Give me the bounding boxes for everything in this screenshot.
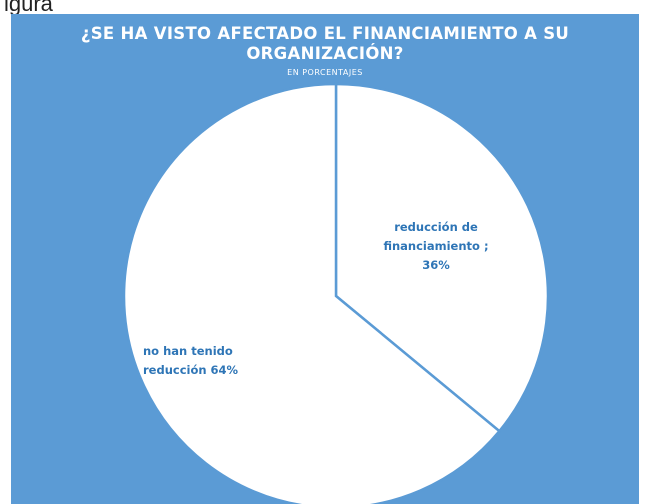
pie-slice-1 [122, 82, 502, 504]
pie-chart [122, 82, 550, 504]
chart-title: ¿SE HA VISTO AFECTADO EL FINANCIAMIENTO … [11, 24, 639, 64]
slice-label-reduccion-line-1: reducción de [394, 220, 478, 234]
chart-title-line-2: ORGANIZACIÓN? [246, 44, 404, 63]
slice-label-reduccion-line-2: financiamiento ; [383, 239, 489, 253]
figure-caption: igura [4, 0, 53, 16]
slice-label-no-reduccion-line-1: no han tenido [143, 344, 233, 358]
slice-label-no-reduccion-line-2: reducción 64% [143, 363, 239, 377]
pie-slice-0 [334, 82, 550, 433]
chart-subtitle: EN PORCENTAJES [287, 68, 363, 77]
chart-panel: ¿SE HA VISTO AFECTADO EL FINANCIAMIENTO … [11, 14, 639, 504]
slice-label-reduccion: reducción de financiamiento ; 36% [366, 218, 506, 275]
slice-label-no-reduccion: no han tenido reducción 64% [143, 342, 283, 380]
slice-label-reduccion-line-3: 36% [422, 258, 450, 272]
chart-title-line-1: ¿SE HA VISTO AFECTADO EL FINANCIAMIENTO … [80, 24, 570, 43]
